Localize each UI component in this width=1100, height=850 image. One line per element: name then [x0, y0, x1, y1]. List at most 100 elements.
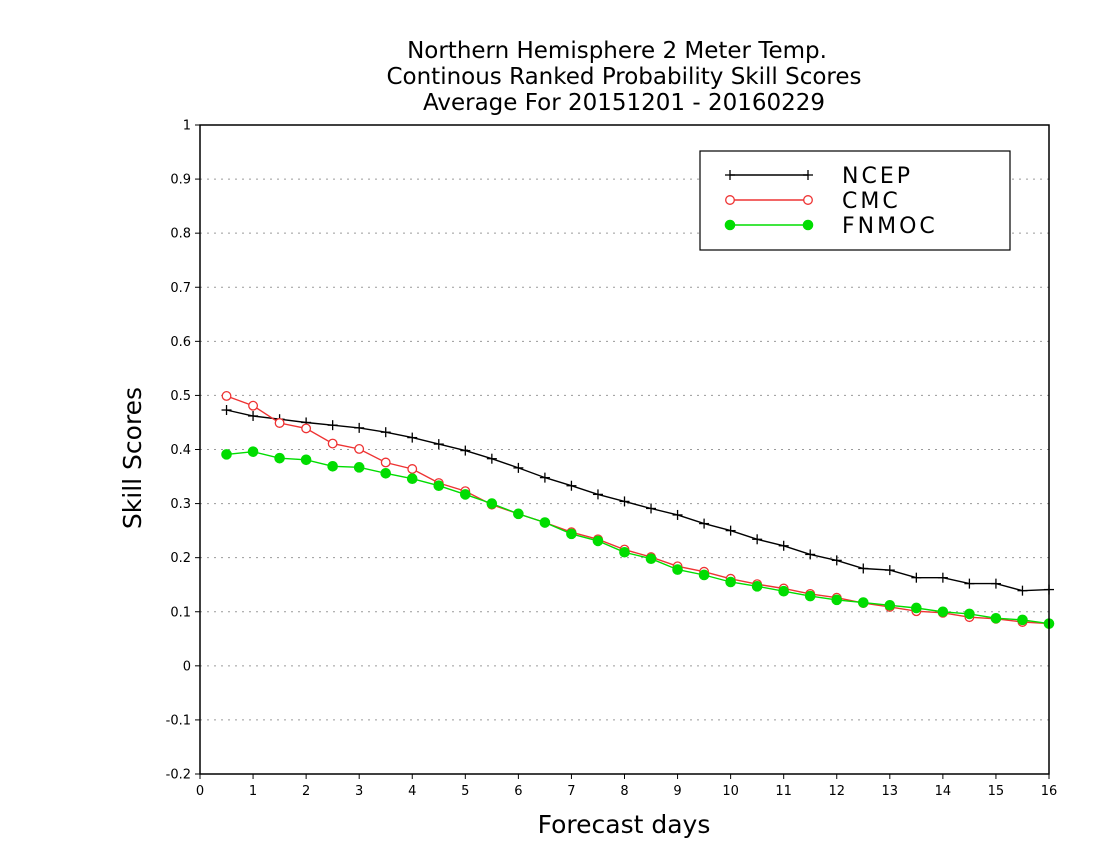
x-tick-label: 9	[673, 784, 681, 799]
ncep-point	[937, 572, 948, 583]
x-tick-label: 6	[514, 784, 522, 799]
legend-label-fnmoc: FNMOC	[842, 214, 938, 239]
x-axis-title: Forecast days	[538, 810, 711, 839]
ncep-point	[725, 525, 736, 536]
ncep-point	[433, 439, 444, 450]
fnmoc-point	[380, 467, 392, 479]
cmc-point	[407, 464, 418, 474]
fnmoc-point	[672, 564, 683, 575]
cmc-point	[327, 438, 338, 449]
x-tick-label: 2	[302, 784, 310, 799]
ncep-point	[380, 427, 391, 438]
y-axis-title: Skill Scores	[118, 387, 147, 529]
cmc-point	[221, 391, 232, 401]
fnmoc-point	[274, 452, 285, 464]
ncep-point	[752, 534, 763, 545]
ncep-point	[327, 420, 338, 431]
x-tick-label: 4	[408, 784, 416, 799]
fnmoc-point	[804, 590, 816, 602]
x-tick-label: 10	[722, 784, 739, 799]
cmc-point	[354, 444, 365, 454]
y-tick-label: 0.4	[170, 443, 191, 458]
fnmoc-point	[645, 553, 657, 565]
fnmoc-point	[513, 508, 524, 520]
x-tick-label: 12	[828, 784, 845, 799]
x-tick-label: 13	[882, 784, 899, 799]
ncep-point	[990, 578, 1001, 589]
fnmoc-point	[1017, 614, 1028, 626]
y-tick-label: 0.5	[170, 389, 191, 404]
legend-fnmoc-point	[802, 219, 814, 231]
legend-ncep-point	[725, 170, 735, 180]
fnmoc-point	[831, 594, 843, 606]
ncep-point	[911, 572, 922, 583]
ncep-point	[805, 549, 816, 560]
ncep-point	[407, 432, 418, 443]
y-tick-label: 0.6	[170, 335, 191, 350]
chart-title-line-2: Continous Ranked Probability Skill Score…	[386, 64, 861, 90]
chart-title: Northern Hemisphere 2 Meter Temp. Contin…	[386, 38, 861, 116]
fnmoc-point	[778, 585, 789, 597]
x-tick-label: 15	[988, 784, 1005, 799]
fnmoc-point	[566, 528, 577, 540]
ncep-point	[221, 405, 232, 416]
fnmoc-point	[539, 517, 551, 528]
y-tick-label: -0.2	[166, 768, 191, 783]
fnmoc-point	[406, 473, 418, 485]
ncep-point	[460, 445, 471, 456]
fnmoc-point	[433, 480, 445, 492]
fnmoc-point	[857, 597, 869, 608]
fnmoc-point	[698, 569, 710, 581]
cmc-point	[248, 400, 259, 411]
x-tick-label: 3	[355, 784, 363, 799]
chart-title-line-3: Average For 20151201 - 20160229	[423, 90, 825, 116]
y-tick-label: 0.7	[170, 281, 191, 296]
ncep-point	[884, 565, 895, 576]
fnmoc-point	[221, 449, 232, 460]
ncep-point	[831, 555, 842, 566]
ncep-point	[486, 453, 497, 464]
y-tick-label: 1	[183, 119, 191, 134]
legend-cmc-point	[725, 195, 735, 205]
legend-cmc-point	[803, 195, 813, 205]
ncep-point	[964, 578, 975, 589]
fnmoc-point	[247, 446, 259, 457]
x-tick-label: 0	[196, 784, 204, 799]
x-tick-label: 14	[935, 784, 952, 799]
fnmoc-point	[990, 612, 1002, 624]
plot-frame	[199, 124, 1050, 775]
fnmoc-point	[300, 454, 312, 466]
ncep-point	[592, 489, 603, 500]
cmc-point	[274, 418, 285, 428]
fnmoc-point	[327, 460, 338, 472]
ncep-point	[539, 472, 550, 483]
fnmoc-point	[725, 576, 736, 588]
ncep-point	[778, 540, 789, 551]
y-tick-label: -0.1	[166, 713, 191, 728]
fnmoc-point	[937, 606, 949, 618]
x-tick-label: 1	[249, 784, 257, 799]
legend-item-fnmoc: FNMOC	[724, 214, 938, 239]
y-tick-label: 0	[183, 659, 191, 674]
legend-ncep-point	[803, 170, 813, 180]
ncep-point	[646, 503, 657, 514]
ncep-point	[1017, 585, 1028, 596]
legend-label-cmc: CMC	[842, 189, 901, 214]
y-tick-label: 0.9	[170, 173, 191, 188]
legend-fnmoc-point	[724, 219, 736, 231]
ncep-point	[672, 509, 683, 520]
fnmoc-point	[751, 581, 763, 592]
axis-ticks: -0.2-0.100.10.20.30.40.50.60.70.80.910 1 2…	[166, 119, 1058, 800]
x-tick-label: 11	[775, 784, 792, 799]
fnmoc-point	[486, 498, 498, 509]
ncep-point	[619, 496, 630, 507]
fnmoc-point	[964, 608, 975, 620]
fnmoc-point	[884, 599, 896, 611]
ncep-point	[248, 410, 259, 421]
y-tick-label: 0.2	[170, 551, 191, 566]
fnmoc-point	[353, 462, 365, 473]
legend-label-ncep: NCEP	[842, 164, 913, 189]
ncep-point	[566, 480, 577, 491]
y-tick-label: 0.1	[170, 605, 191, 620]
